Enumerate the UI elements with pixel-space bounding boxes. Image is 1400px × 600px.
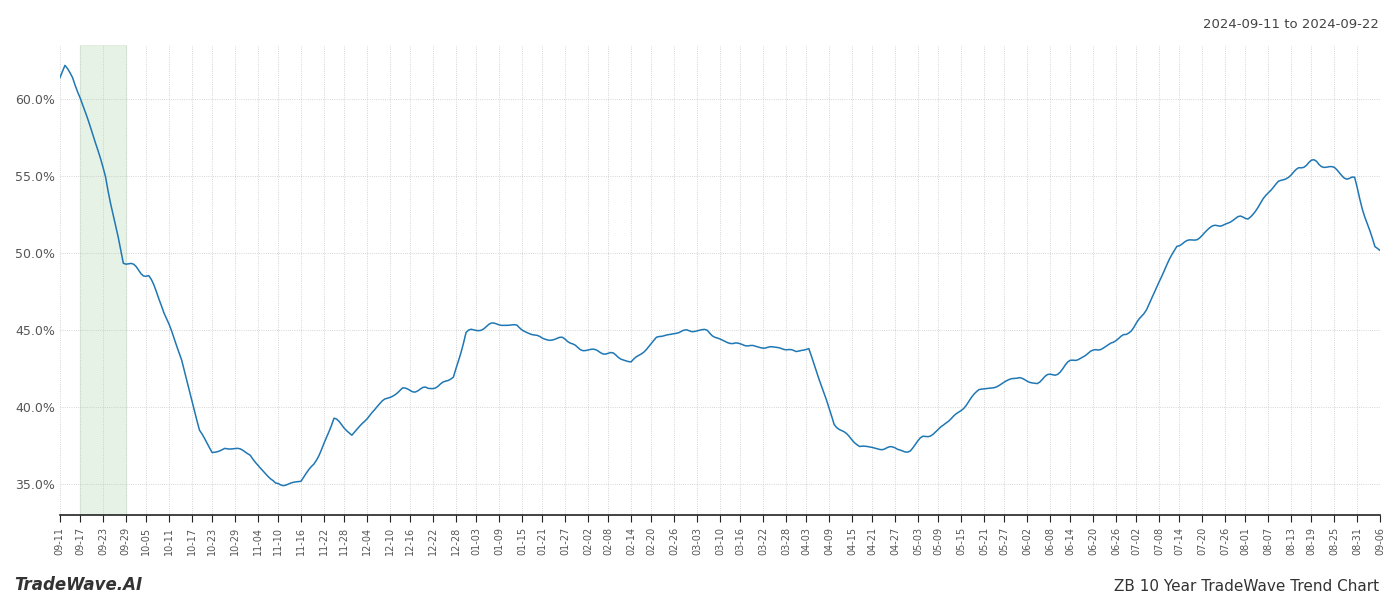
Text: ZB 10 Year TradeWave Trend Chart: ZB 10 Year TradeWave Trend Chart — [1114, 579, 1379, 594]
Bar — [80, 45, 126, 515]
Text: 2024-09-11 to 2024-09-22: 2024-09-11 to 2024-09-22 — [1203, 18, 1379, 31]
Text: TradeWave.AI: TradeWave.AI — [14, 576, 143, 594]
